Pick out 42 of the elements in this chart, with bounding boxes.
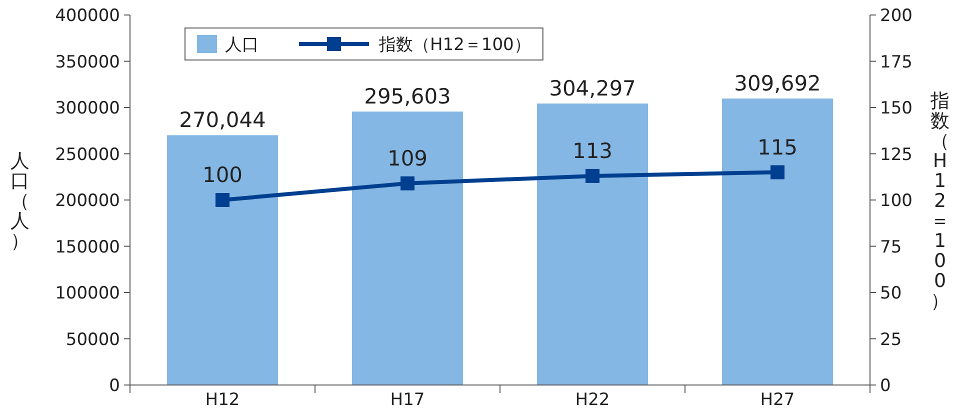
point [400, 176, 414, 190]
y2-tick-label: 100 [880, 191, 912, 211]
legend-label: 指数（H12＝100） [378, 35, 531, 55]
x-tick-label: H27 [760, 390, 795, 409]
y2-tick-label: 200 [880, 6, 912, 26]
bar [537, 104, 648, 385]
data-label: 115 [757, 135, 798, 160]
y-tick-label: 250000 [55, 144, 120, 165]
data-label: 270,044 [179, 108, 266, 132]
x-tick-label: H22 [575, 390, 610, 409]
point [770, 165, 784, 180]
y2-tick-label: 0 [880, 376, 891, 396]
y-tick-label: 350000 [55, 52, 120, 72]
x-tick-label: H12 [205, 390, 240, 409]
y-tick-label: 400000 [55, 6, 120, 26]
point [586, 168, 600, 183]
y-tick-label: 300000 [55, 98, 120, 118]
y-tick-label: 100000 [55, 284, 120, 304]
bar [722, 98, 833, 385]
data-label: 100 [202, 163, 243, 187]
bar [167, 135, 278, 385]
text: 指数（H12＝100） [930, 90, 950, 312]
point [216, 193, 230, 207]
data-label: 109 [387, 146, 428, 170]
y2-tick-label: 50 [880, 284, 902, 304]
y2-tick-label: 125 [880, 144, 912, 165]
x-tick-label: H17 [390, 390, 425, 409]
y2-tick-label: 150 [880, 98, 912, 118]
data-label: 295,603 [364, 84, 451, 109]
y-tick-label: 50000 [66, 330, 120, 350]
y-axis-title: 人口（人） [10, 150, 30, 252]
data-label: 304,297 [549, 76, 636, 101]
y-tick-label: 150000 [55, 237, 120, 258]
y2-tick-label: 175 [880, 52, 912, 72]
data-label: 113 [572, 138, 613, 163]
y-tick-label: 0 [109, 376, 120, 396]
y-tick-label: 200000 [55, 191, 120, 211]
y2-tick-label: 75 [880, 237, 902, 258]
data-label: 309,692 [734, 72, 821, 96]
bar [352, 112, 463, 385]
legend-label: 人口 [225, 35, 259, 55]
y2-tick-label: 25 [880, 330, 902, 350]
